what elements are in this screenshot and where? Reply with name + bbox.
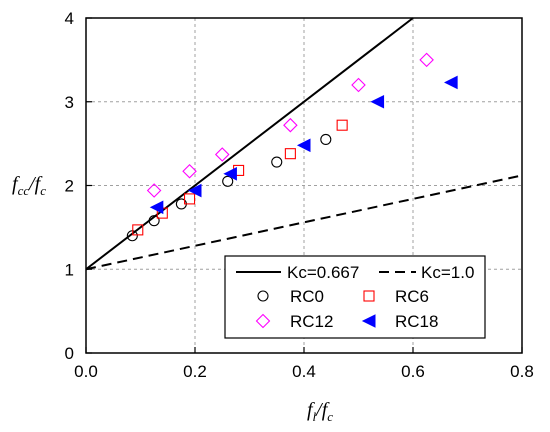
point-rc12 [283,117,298,133]
data-markers [126,52,458,242]
reference-lines [85,17,523,271]
y-tick-label: 1 [65,260,74,279]
legend-label-rc12: RC12 [290,312,333,331]
point-rc18 [149,200,164,215]
y-axis-label: fcc/fc [12,173,46,198]
y-tick-label: 3 [65,93,74,112]
x-axis-label-den: f [322,399,330,421]
legend-marker-rc0 [257,290,269,302]
point-rc0 [320,133,332,145]
x-axis-label-main: f [307,399,315,421]
x-axis-label-sub: l [313,409,317,424]
x-tick-label: 0.2 [183,362,207,381]
point-rc0 [271,156,283,168]
legend-marker-rc12 [255,313,271,329]
point-rc18 [187,183,202,198]
point-rc6 [336,119,348,131]
y-tick-label: 4 [65,9,74,28]
x-axis-label: fl/fc [307,399,333,424]
y-tick-label: 0 [65,344,74,363]
x-axis-label-sep: / [315,399,324,421]
point-rc12 [351,77,366,93]
legend-marker-rc18 [361,314,376,328]
point-rc12 [182,163,197,179]
x-axis-label-den-sub: c [327,409,333,424]
point-rc0 [222,175,234,187]
y-axis-label-main: f [12,173,20,195]
x-tick-label: 0.6 [401,362,425,381]
y-axis-label-den-sub: c [40,183,46,198]
point-rc18 [370,94,385,109]
point-rc0 [148,215,160,227]
legend-label-kc-0667: Kc=0.667 [287,263,359,282]
reference-line-solid [85,17,414,271]
point-rc12 [419,52,434,68]
legend-label-kc-10: Kc=1.0 [421,263,474,282]
x-tick-label: 0.8 [510,362,534,381]
point-rc12 [214,147,230,162]
y-axis-label-sep: / [28,173,37,195]
point-rc18 [444,75,458,90]
legend-markers [255,290,376,329]
point-rc6 [184,193,196,205]
legend-label-rc18: RC18 [395,312,438,331]
point-rc6 [284,148,296,160]
reference-line-dashed [85,174,523,271]
x-tick-label: 0.4 [292,362,316,381]
y-tick-label: 2 [65,177,74,196]
legend-label-rc0: RC0 [290,287,324,306]
legend: Kc=0.667 Kc=1.0 RC0 RC6 RC12 RC18 [224,255,486,339]
point-rc6 [132,224,144,236]
x-tick-label: 0.0 [74,362,98,381]
y-axis-label-sub: cc [18,183,30,198]
point-rc18 [223,166,237,181]
y-axis-label-den: f [35,173,43,195]
legend-marker-rc6 [363,290,375,302]
legend-label-rc6: RC6 [395,287,429,306]
point-rc12 [146,183,162,198]
point-rc18 [296,138,311,153]
axis-ticks: 0.0 0.2 0.4 0.6 0.8 0 1 2 3 4 [65,9,534,381]
